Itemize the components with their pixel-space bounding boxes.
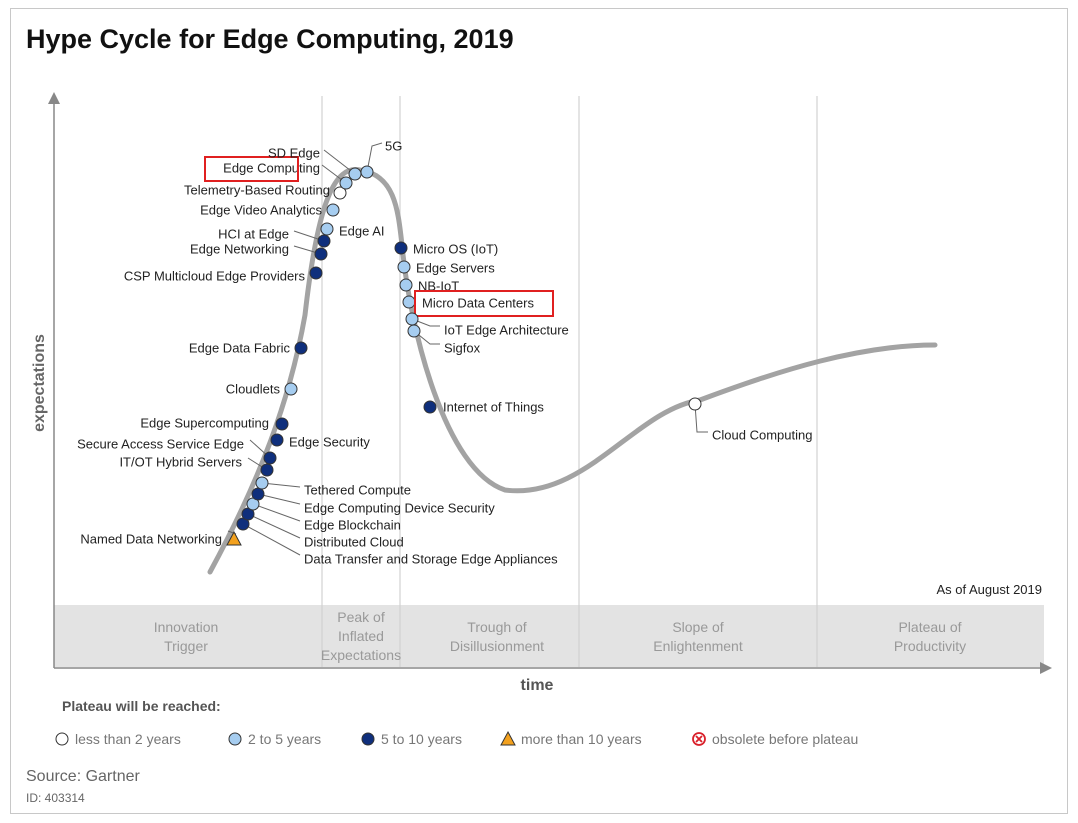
leader-edge-blockchain [252, 503, 301, 522]
phase-label-2-line-3: Expectations [321, 647, 401, 663]
leader-sd-edge [323, 149, 356, 175]
y-axis-label: expectations [31, 334, 48, 432]
marker-edge-video-analytics [326, 203, 340, 217]
label-edge-video-analytics: Edge Video Analytics [200, 203, 322, 218]
chart-title: Hype Cycle for Edge Computing, 2019 [26, 24, 514, 54]
label-cloud-computing: Cloud Computing [712, 428, 812, 443]
label-distributed-cloud: Distributed Cloud [304, 535, 404, 550]
label-5g: 5G [385, 139, 402, 154]
legend-label-2to5: 2 to 5 years [248, 731, 321, 747]
marker-telemetry-based-routing [333, 186, 347, 200]
phase-label-5-line-2: Productivity [894, 638, 966, 654]
marker-edge-computing-device-security [251, 487, 265, 501]
marker-edge-security [270, 433, 284, 447]
legend-label-obsolete: obsolete before plateau [712, 731, 858, 747]
marker-csp-multicloud-edge-providers [309, 266, 323, 280]
marker-named-data-networking [226, 530, 242, 546]
phase-label-3-line-2: Disillusionment [450, 638, 544, 654]
marker-hci-at-edge [317, 234, 331, 248]
label-edge-ai: Edge AI [339, 224, 385, 239]
leader-sigfox [413, 330, 440, 345]
label-edge-security: Edge Security [289, 435, 370, 450]
marker-micro-data-centers [402, 295, 416, 309]
marker-edge-data-fabric [294, 341, 308, 355]
legend-label-gt10: more than 10 years [521, 731, 642, 747]
leader-data-transfer-and-storage-edge-appliances [242, 523, 301, 556]
legend-marker-2to5 [228, 732, 242, 746]
legend-marker-gt10 [500, 730, 516, 746]
label-sd-edge: SD Edge [268, 146, 320, 161]
label-sigfox: Sigfox [444, 341, 481, 356]
label-data-transfer-and-storage-edge-appliances: Data Transfer and Storage Edge Appliance… [304, 552, 558, 567]
label-edge-blockchain: Edge Blockchain [304, 518, 401, 533]
label-hci-at-edge: HCI at Edge [218, 227, 289, 242]
leader-edge-computing-device-security [257, 493, 301, 505]
label-it-ot-hybrid-servers: IT/OT Hybrid Servers [119, 455, 242, 470]
marker-sigfox [407, 324, 421, 338]
label-iot-edge-architecture: IoT Edge Architecture [444, 323, 569, 338]
marker-secure-access-service-edge [263, 451, 277, 465]
marker-cloud-computing [688, 397, 702, 411]
legend-marker-lt2 [55, 732, 69, 746]
phase-label-5-line-1: Plateau of [898, 619, 961, 635]
source-note: Source: Gartner [26, 768, 140, 785]
label-named-data-networking: Named Data Networking [80, 532, 222, 547]
label-telemetry-based-routing: Telemetry-Based Routing [184, 183, 330, 198]
leader-cloud-computing [694, 403, 708, 433]
label-cloudlets: Cloudlets [226, 382, 281, 397]
legend-marker-obsolete [692, 732, 706, 746]
phase-band [54, 605, 1044, 667]
marker-edge-servers [397, 260, 411, 274]
label-micro-data-centers: Micro Data Centers [422, 296, 534, 311]
label-micro-os-iot: Micro OS (IoT) [413, 242, 498, 257]
legend-label-5to10: 5 to 10 years [381, 731, 462, 747]
phase-label-1-line-1: Innovation [154, 619, 219, 635]
x-axis-label: time [521, 677, 554, 694]
legend-label-lt2: less than 2 years [75, 731, 181, 747]
phase-label-2-line-1: Peak of [337, 609, 385, 625]
phase-label-4-line-1: Slope of [672, 619, 723, 635]
hype-curve [207, 167, 938, 575]
phase-label-3-line-1: Trough of [467, 619, 527, 635]
marker-edge-networking [314, 247, 328, 261]
leader-distributed-cloud [247, 513, 301, 539]
legend-marker-5to10 [361, 732, 375, 746]
marker-5g [360, 165, 374, 179]
as-of-note: As of August 2019 [936, 582, 1042, 597]
figure-frame [10, 8, 1068, 814]
marker-edge-computing [339, 176, 353, 190]
phase-label-2-line-2: Inflated [338, 628, 384, 644]
label-edge-computing: Edge Computing [223, 161, 320, 176]
marker-edge-supercomputing [275, 417, 289, 431]
label-edge-supercomputing: Edge Supercomputing [140, 416, 269, 431]
label-edge-data-fabric: Edge Data Fabric [189, 341, 291, 356]
marker-micro-os-iot [394, 241, 408, 255]
marker-edge-ai [320, 222, 334, 236]
highlight-box-edge-computing [204, 156, 299, 182]
marker-cloudlets [284, 382, 298, 396]
leader-5g [366, 142, 383, 173]
marker-it-ot-hybrid-servers [260, 463, 274, 477]
label-tethered-compute: Tethered Compute [304, 483, 411, 498]
label-internet-of-things: Internet of Things [443, 400, 544, 415]
highlight-box-micro-data-centers [414, 290, 554, 317]
label-edge-networking: Edge Networking [190, 242, 289, 257]
label-nb-iot: NB-IoT [418, 279, 459, 294]
phase-label-4-line-2: Enlightenment [653, 638, 743, 654]
phase-label-1-line-2: Trigger [164, 638, 208, 654]
label-csp-multicloud-edge-providers: CSP Multicloud Edge Providers [124, 269, 306, 284]
marker-iot-edge-architecture [405, 312, 419, 326]
marker-nb-iot [399, 278, 413, 292]
marker-internet-of-things [423, 400, 437, 414]
marker-sd-edge [348, 167, 362, 181]
label-edge-servers: Edge Servers [416, 261, 495, 276]
label-secure-access-service-edge: Secure Access Service Edge [77, 437, 244, 452]
legend-marker-obsolete-cross [695, 735, 703, 743]
document-id: ID: 403314 [26, 791, 85, 805]
marker-tethered-compute [255, 476, 269, 490]
label-edge-computing-device-security: Edge Computing Device Security [304, 501, 495, 516]
legend-title: Plateau will be reached: [62, 698, 221, 714]
